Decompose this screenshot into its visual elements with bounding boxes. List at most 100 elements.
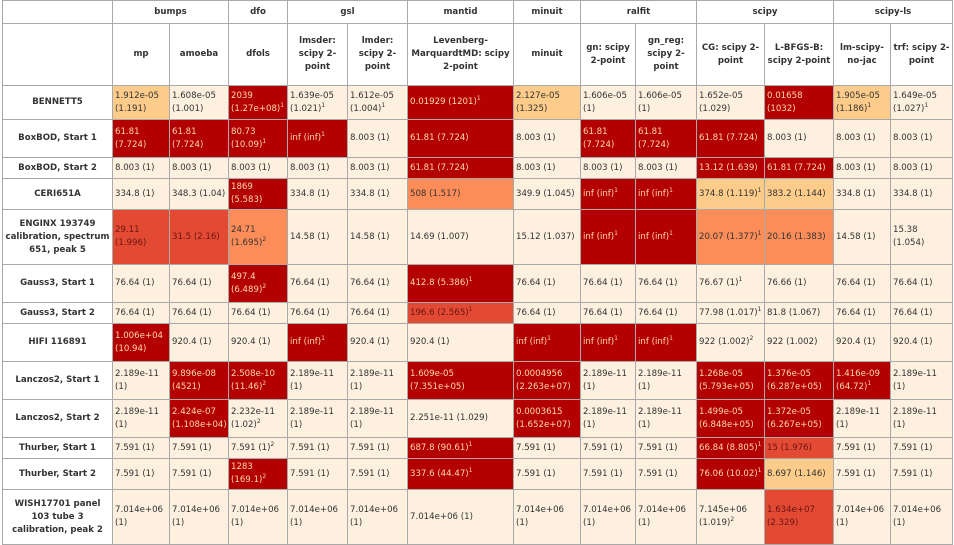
column-header: gn_reg: scipy 2-point: [635, 23, 697, 86]
cell-value: 2.189e-11 (1): [836, 406, 880, 430]
result-cell: 2.189e-11 (1): [890, 361, 954, 400]
cell-value: 61.81 (7.724): [699, 133, 758, 143]
cell-value: 2.189e-11 (1): [290, 406, 334, 430]
column-header: lmder: scipy 2-point: [347, 23, 408, 86]
row-header: BENNETT5: [2, 85, 113, 120]
footnote-marker: 2: [262, 282, 267, 290]
column-header: lmsder: scipy 2-point: [287, 23, 348, 86]
cell-value: 2.189e-11 (1): [893, 406, 937, 430]
cell-value: 2.189e-11 (1): [290, 368, 334, 392]
result-cell: 14.69 (1.007): [407, 209, 514, 265]
cell-value: 77.98 (1.017): [699, 307, 758, 318]
result-cell: 8.003 (1): [635, 157, 697, 179]
cell-value: 1.609e-05 (7.351e+05): [410, 368, 465, 392]
cell-value: 2.189e-11 (1): [638, 406, 682, 430]
cell-value: 7.014e+06 (1): [583, 505, 632, 528]
result-cell: 0.01929 (1201)1: [407, 85, 514, 120]
cell-value: 920.4 (1): [350, 337, 390, 347]
result-cell: 15 (1.976): [763, 437, 835, 459]
result-cell: 2.189e-11 (1): [635, 399, 697, 438]
footnote-marker: 1: [468, 305, 473, 313]
footnote-marker: 1: [867, 379, 872, 387]
footnote-marker: 2: [730, 516, 735, 524]
result-cell: 1.634e+07 (2.329): [763, 489, 835, 545]
cell-value: 76.64 (1): [350, 307, 390, 318]
result-cell: 8.003 (1): [833, 119, 892, 158]
result-cell: 2.127e-05 (1.325): [513, 85, 581, 120]
result-cell: 920.4 (1): [347, 323, 408, 362]
result-cell: 76.64 (1): [112, 264, 170, 303]
cell-value: 334.8 (1): [836, 188, 876, 199]
footnote-marker: 1: [476, 95, 481, 103]
footnote-marker: 1: [738, 276, 743, 284]
cell-value: 76.64 (1): [893, 307, 933, 318]
cell-value: 2.127e-05 (1.325): [516, 90, 560, 114]
result-cell: 383.2 (1.144): [763, 178, 835, 210]
row-header: ENGINX 193749 calibration, spectrum 651,…: [2, 209, 113, 265]
cell-value: 76.64 (1): [350, 278, 390, 288]
cell-value: 76.64 (1): [638, 307, 678, 318]
table-row: BoxBOD, Start 1 61.81 (7.724) 61.81 (7.724…: [2, 119, 954, 158]
cell-value: 920.4 (1): [172, 337, 212, 347]
result-cell: 1.608e-05 (1.001): [169, 85, 229, 120]
table-row: CERI651A 334.8 (1) 348.3 (1.04) 1869 (5.583…: [2, 178, 954, 210]
row-header: HIFI 116891: [2, 323, 113, 362]
cell-value: 2.189e-11 (1): [638, 368, 682, 392]
cell-value: 7.591 (1): [638, 442, 678, 453]
result-cell: 76.64 (1): [580, 302, 636, 324]
result-cell: 14.58 (1): [347, 209, 408, 265]
result-cell: 1.606e-05 (1): [580, 85, 636, 120]
result-cell: 334.8 (1): [890, 178, 954, 210]
result-cell: inf (inf)1: [287, 119, 348, 158]
table-row: Thurber, Start 1 7.591 (1) 7.591 (1) 7.591 …: [2, 437, 954, 459]
cell-value: 8.003 (1): [350, 133, 390, 143]
cell-value: 7.591 (1): [583, 442, 623, 453]
cell-value: 7.014e+06 (1): [290, 505, 339, 528]
result-cell: 7.591 (1): [513, 437, 581, 459]
cell-value: 2.232e-11 (1.02): [231, 406, 275, 430]
result-cell: 8.003 (1): [169, 157, 229, 179]
cell-value: 7.591 (1): [516, 468, 556, 479]
result-cell: 7.014e+06 (1): [833, 489, 892, 545]
result-cell: 76.64 (1): [890, 302, 954, 324]
cell-value: 2.189e-11 (1): [583, 406, 627, 430]
result-cell: 9.896e-08 (4521): [169, 361, 229, 400]
result-cell: 337.6 (44.47)1: [407, 458, 514, 490]
table-body: BENNETT5 1.912e-05 (1.191) 1.608e-05 (1.00…: [2, 85, 954, 545]
group-header-scipy: scipy: [695, 0, 835, 24]
cell-value: 61.81 (7.724): [638, 126, 670, 150]
result-cell: 76.67 (1)1: [696, 264, 765, 303]
result-cell: 2.189e-11 (1): [347, 361, 408, 400]
cell-value: 497.4 (6.489): [231, 271, 263, 295]
footnote-marker: 1: [262, 137, 267, 145]
cell-value: 383.2 (1.144): [767, 188, 826, 199]
result-cell: 349.9 (1.045): [513, 178, 581, 210]
cell-value: 9.896e-08 (4521): [172, 368, 216, 392]
result-cell: 920.4 (1): [228, 323, 288, 362]
footnote-marker: 1: [669, 229, 673, 237]
cell-value: 7.591 (1): [350, 468, 390, 479]
result-cell: 334.8 (1): [112, 178, 170, 210]
column-header: mp: [112, 23, 170, 86]
result-cell: 31.5 (2.16): [169, 209, 229, 265]
result-cell: 14.58 (1): [287, 209, 348, 265]
result-cell: 24.71 (1.695)2: [228, 209, 288, 265]
cell-value: inf (inf): [583, 188, 615, 199]
table-row: Lanczos2, Start 2 2.189e-11 (1) 2.424e-07 …: [2, 399, 954, 438]
result-cell: 7.014e+06 (1): [580, 489, 636, 545]
result-cell: 14.58 (1): [833, 209, 892, 265]
result-cell: 1.652e-05 (1.029): [696, 85, 765, 120]
result-cell: 1.416e-09 (64.72)1: [833, 361, 892, 400]
cell-value: inf (inf): [638, 337, 670, 347]
column-header: gn: scipy 2-point: [580, 23, 636, 86]
footnote-marker: 1: [468, 440, 473, 448]
cell-value: 15.38 (1.054): [893, 225, 925, 248]
cell-value: 7.591 (1): [115, 442, 155, 453]
cell-value: 15.12 (1.037): [516, 231, 575, 242]
footnote-marker: 2: [262, 379, 267, 387]
result-cell: 920.4 (1): [890, 323, 954, 362]
cell-value: 8.697 (1.146): [767, 468, 826, 479]
result-cell: 7.591 (1): [347, 458, 408, 490]
cell-value: 8.003 (1): [836, 133, 876, 143]
cell-value: 1.606e-05 (1): [583, 90, 627, 114]
